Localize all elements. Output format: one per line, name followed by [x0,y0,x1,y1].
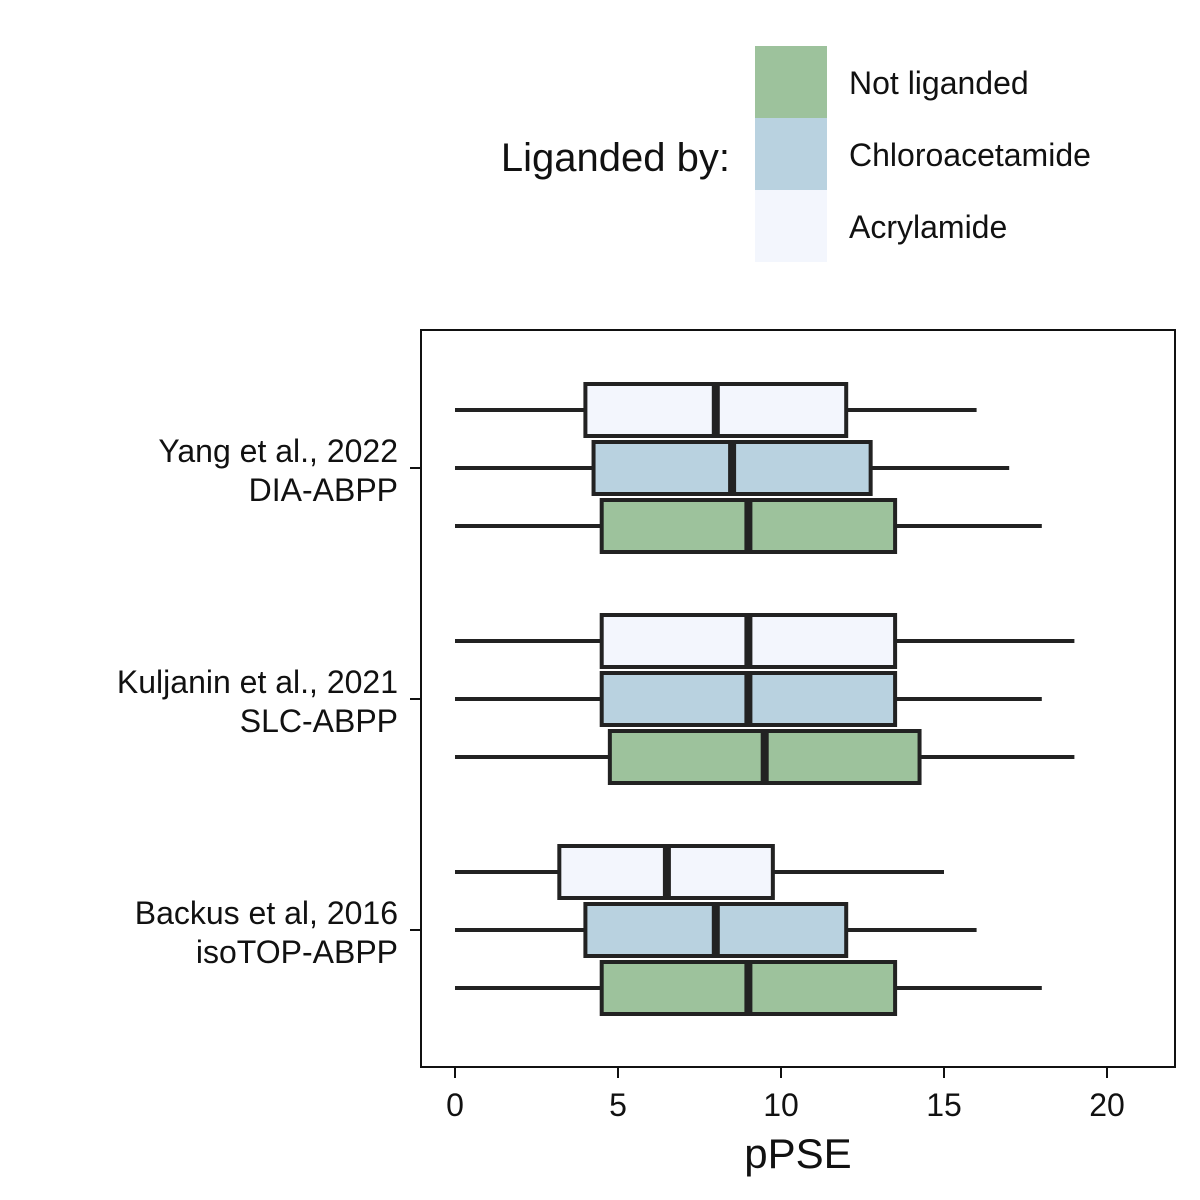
box-acrylamide-2 [455,844,944,900]
category-label-yang-line2: DIA-ABPP [249,472,398,508]
box-not-liganded-1 [455,729,1075,785]
box-chloroacetamide-1 [455,671,1042,727]
category-label-backus-line2: isoTOP-ABPP [196,934,398,970]
box-chloroacetamide-2 [455,902,977,958]
x-axis-title: pPSE [744,1130,851,1177]
category-label-backus-line1: Backus et al, 2016 [135,895,398,931]
legend-swatch-acrylamide [755,190,827,262]
x-ticks: 0 5 10 15 20 [446,1067,1125,1123]
x-tick-label-0: 0 [446,1087,464,1123]
category-label-yang-line1: Yang et al., 2022 [158,433,398,469]
legend: Liganded by: Not liganded Chloroacetamid… [501,46,1091,262]
box-acrylamide-1 [455,613,1075,669]
category-label-kuljanin-line2: SLC-ABPP [240,703,398,739]
x-tick-label-5: 5 [609,1087,627,1123]
y-ticks [410,467,421,931]
category-label-kuljanin-line1: Kuljanin et al., 2021 [117,664,398,700]
y-axis-labels: Yang et al., 2022 DIA-ABPP Kuljanin et a… [117,433,398,970]
x-tick-label-10: 10 [763,1087,799,1123]
x-tick-label-20: 20 [1089,1087,1125,1123]
legend-swatch-not-liganded [755,46,827,118]
box-acrylamide-0 [455,382,977,438]
box-not-liganded-0 [455,498,1042,554]
legend-label-acrylamide: Acrylamide [849,209,1007,245]
legend-swatch-chloroacetamide [755,118,827,190]
x-tick-label-15: 15 [926,1087,962,1123]
box-chloroacetamide-0 [455,440,1010,496]
boxes [455,382,1075,1016]
legend-label-chloroacetamide: Chloroacetamide [849,137,1091,173]
legend-label-not-liganded: Not liganded [849,65,1029,101]
legend-title: Liganded by: [501,136,730,180]
box-not-liganded-2 [455,960,1042,1016]
